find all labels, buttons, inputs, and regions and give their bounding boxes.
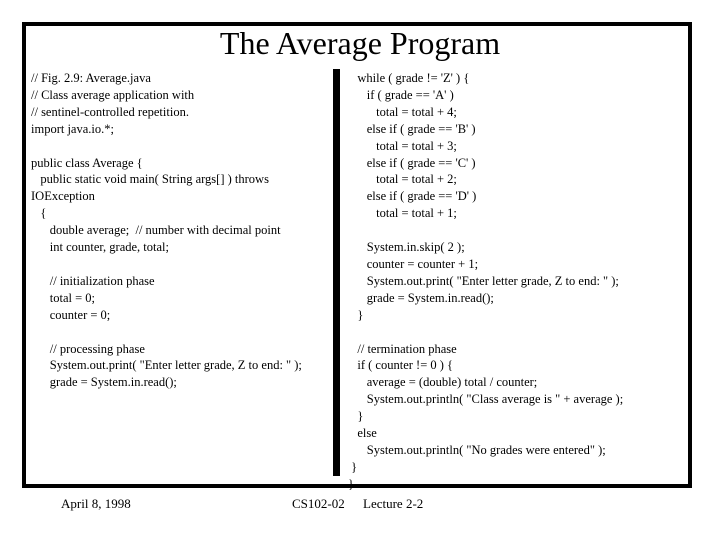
footer-lecture: Lecture 2-2 [363,496,424,511]
code-block-left: // Fig. 2.9: Average.java // Class avera… [31,71,302,390]
footer-date: April 8, 1998 [61,496,131,511]
code-block-right: while ( grade != 'Z' ) { if ( grade == '… [348,71,624,491]
slide-title: The Average Program [219,25,501,61]
slide-frame [22,22,692,488]
footer-course: CS102-02 [292,496,345,511]
column-divider [333,69,340,476]
